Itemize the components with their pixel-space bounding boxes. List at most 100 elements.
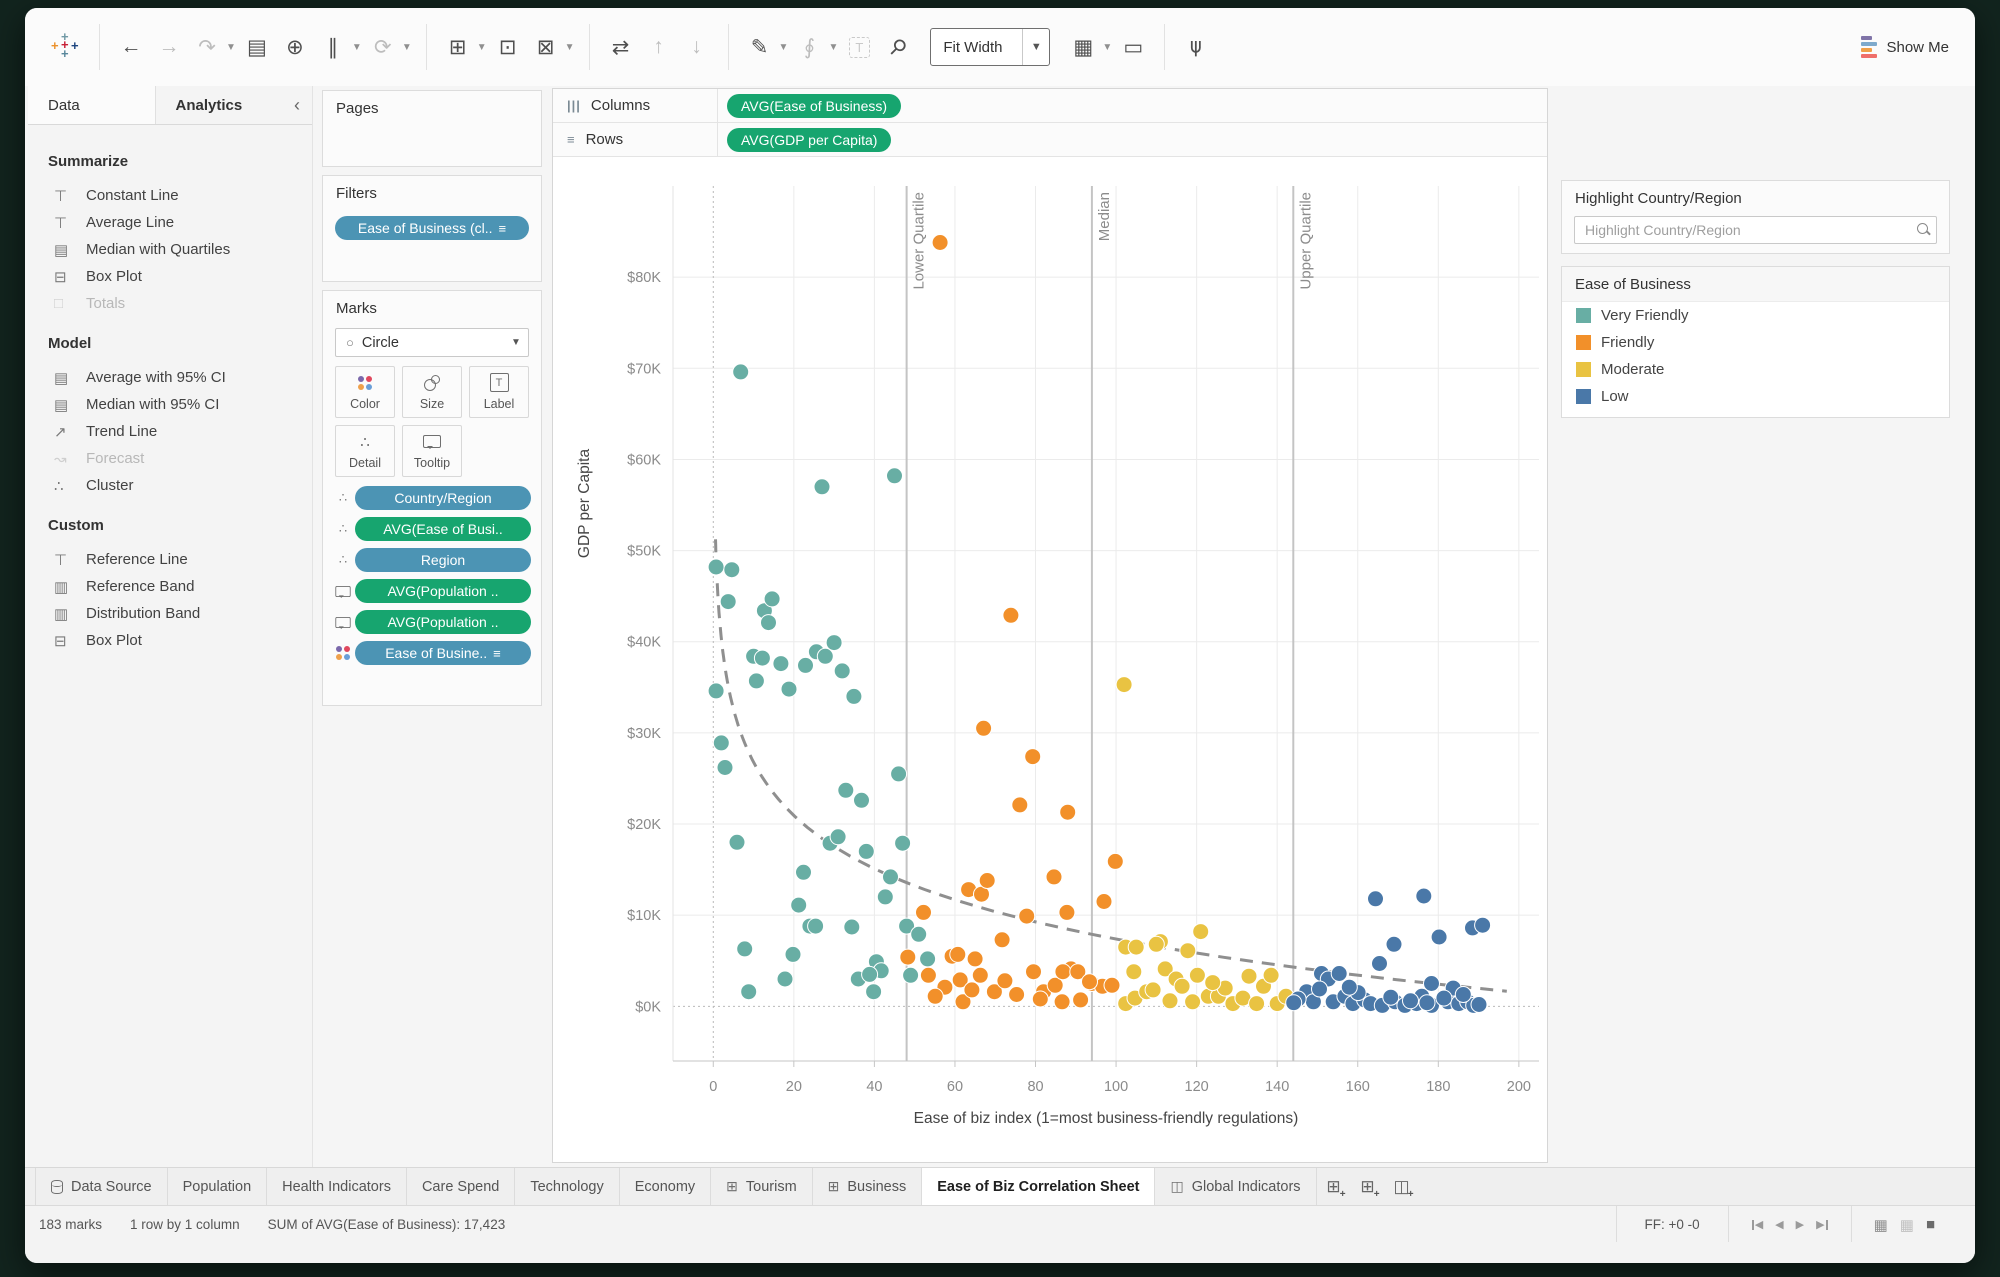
scatter-mark-friendly[interactable] (1018, 907, 1036, 925)
presentation-mode-icon[interactable]: ▭ (1123, 35, 1144, 59)
scatter-mark-very-friendly[interactable] (760, 614, 777, 632)
scatter-mark-friendly[interactable] (951, 971, 969, 989)
scatter-mark-moderate[interactable] (1262, 966, 1280, 984)
clear-sheet-icon[interactable]: ⊠ (536, 35, 555, 59)
fit-selector[interactable]: Fit Width ▼ (930, 28, 1051, 66)
scatter-mark-low[interactable] (1340, 978, 1358, 996)
scatter-mark-friendly[interactable] (966, 950, 984, 968)
sheet-tab-ease-of-biz-correlation-sheet[interactable]: Ease of Biz Correlation Sheet (922, 1168, 1156, 1205)
legend-item-moderate[interactable]: Moderate (1562, 356, 1949, 383)
chevron-down-icon[interactable]: ▼ (351, 41, 362, 53)
new-worksheet-button[interactable]: ⊞ (1317, 1168, 1351, 1205)
sheet-tab-economy[interactable]: Economy (620, 1168, 712, 1205)
scatter-mark-friendly[interactable] (975, 719, 993, 737)
chevron-down-icon[interactable]: ▼ (1102, 41, 1113, 53)
analytics-item-trend-line[interactable]: ↗ Trend Line (28, 418, 312, 445)
scatter-mark-very-friendly[interactable] (740, 983, 758, 1001)
scatter-mark-very-friendly[interactable] (857, 842, 875, 860)
marks-pill-avg-ease-of-busi[interactable]: AVG(Ease of Busi.. (355, 517, 531, 541)
sheet-tab-health-indicators[interactable]: Health Indicators (267, 1168, 407, 1205)
scatter-mark-friendly[interactable] (1054, 963, 1072, 981)
scatter-mark-very-friendly[interactable] (712, 734, 730, 752)
scatter-mark-friendly[interactable] (1053, 993, 1071, 1011)
next-page-icon[interactable]: ▶ (1795, 1219, 1805, 1231)
scatter-mark-low[interactable] (1474, 916, 1492, 934)
marks-pill-region[interactable]: Region (355, 548, 531, 572)
chevron-down-icon[interactable]: ▼ (401, 41, 412, 53)
scatter-mark-friendly[interactable] (926, 987, 944, 1005)
legend-item-very-friendly[interactable]: Very Friendly (1562, 302, 1949, 329)
scatter-mark-moderate[interactable] (1115, 676, 1133, 694)
tab-data[interactable]: Data (28, 86, 156, 124)
marks-pill-avg-population[interactable]: AVG(Population .. (355, 610, 531, 634)
new-dashboard-button[interactable]: ⊞ (1351, 1168, 1385, 1205)
scatter-mark-moderate[interactable] (1125, 963, 1143, 981)
fix-axes-pin-icon[interactable]: ⚲ (883, 33, 911, 61)
solid-view-icon[interactable]: ■ (1925, 1216, 1935, 1233)
scatter-mark-moderate[interactable] (1179, 942, 1197, 960)
scatter-mark-friendly[interactable] (1095, 893, 1113, 910)
scatter-mark-very-friendly[interactable] (707, 682, 725, 700)
size-button[interactable]: Size (402, 366, 462, 418)
tableau-logo[interactable]: + + + + + (51, 30, 81, 62)
scatter-mark-friendly[interactable] (996, 972, 1014, 990)
scatter-mark-very-friendly[interactable] (723, 561, 741, 579)
scatter-mark-very-friendly[interactable] (772, 655, 790, 673)
analytics-item-average-line[interactable]: ⊤ Average Line (28, 209, 312, 236)
chevron-down-icon[interactable]: ▼ (828, 41, 839, 53)
save-icon[interactable]: ▤ (246, 35, 267, 59)
scatter-mark-friendly[interactable] (1008, 986, 1026, 1003)
pause-auto-updates-icon[interactable]: ∥ (327, 35, 339, 59)
scatter-mark-moderate[interactable] (1248, 995, 1266, 1013)
scatter-mark-moderate[interactable] (1240, 967, 1258, 985)
scatter-mark-low[interactable] (1367, 890, 1384, 908)
chevron-down-icon[interactable]: ▼ (226, 41, 236, 53)
legend-item-friendly[interactable]: Friendly (1562, 329, 1949, 356)
mark-type-dropdown[interactable]: ○ Circle ▼ (335, 328, 529, 357)
search-icon[interactable] (1917, 223, 1928, 234)
marks-pill-country-region[interactable]: Country/Region (355, 486, 531, 510)
scatter-mark-low[interactable] (1454, 986, 1472, 1003)
scatter-mark-very-friendly[interactable] (797, 656, 814, 674)
analytics-item-box-plot[interactable]: ⊟ Box Plot (28, 627, 312, 654)
filters-shelf[interactable]: Filters Ease of Business (cl.. ≡ (322, 175, 542, 282)
scatter-mark-moderate[interactable] (1156, 960, 1174, 978)
duplicate-sheet-icon[interactable]: ⊡ (498, 35, 517, 59)
scatter-mark-friendly[interactable] (919, 966, 937, 984)
scatter-mark-very-friendly[interactable] (747, 672, 765, 690)
scatter-mark-low[interactable] (1285, 994, 1303, 1012)
scatter-mark-low[interactable] (1371, 955, 1388, 972)
chevron-down-icon[interactable]: ▼ (511, 337, 521, 348)
chevron-down-icon[interactable]: ▼ (778, 41, 789, 53)
previous-page-icon[interactable]: ◀ (1775, 1219, 1784, 1231)
scatter-mark-moderate[interactable] (1173, 977, 1191, 995)
scatter-mark-friendly[interactable] (954, 993, 972, 1011)
scatter-mark-very-friendly[interactable] (898, 917, 916, 935)
share-workbook-icon[interactable]: ⋔ (1187, 35, 1206, 59)
scatter-mark-very-friendly[interactable] (919, 950, 937, 968)
last-page-icon[interactable]: ▶ (1816, 1218, 1828, 1231)
scatter-mark-very-friendly[interactable] (833, 662, 851, 680)
sheet-tab-data-source[interactable]: Data Source (35, 1168, 168, 1205)
marks-card[interactable]: Marks ○ Circle ▼ Color Size T Label ∴ Detail T… (322, 290, 542, 706)
scatter-mark-friendly[interactable] (1058, 903, 1076, 921)
scatter-mark-very-friendly[interactable] (861, 965, 879, 983)
scatter-mark-very-friendly[interactable] (829, 828, 847, 846)
scatter-mark-low[interactable] (1385, 935, 1403, 953)
scatter-mark-very-friendly[interactable] (845, 687, 863, 705)
scatter-mark-very-friendly[interactable] (853, 791, 870, 809)
analytics-item-distribution-band[interactable]: ▥ Distribution Band (28, 600, 312, 627)
scatter-mark-friendly[interactable] (1069, 963, 1087, 981)
scatter-mark-low[interactable] (1311, 980, 1328, 998)
scatter-mark-moderate[interactable] (1192, 923, 1210, 941)
sheet-tab-tourism[interactable]: ⊞ Tourism (711, 1168, 813, 1205)
filter-pill-ease-of-business-cl[interactable]: Ease of Business (cl.. ≡ (335, 216, 529, 240)
scatter-mark-moderate[interactable] (1127, 938, 1145, 956)
scatter-mark-moderate[interactable] (1204, 974, 1222, 992)
first-page-icon[interactable]: ◀ (1751, 1218, 1763, 1231)
highlight-icon[interactable]: ✎ (750, 35, 769, 59)
scatter-mark-very-friendly[interactable] (890, 765, 908, 783)
scatter-mark-friendly[interactable] (931, 234, 949, 251)
chevron-down-icon[interactable]: ▼ (564, 41, 575, 53)
tab-analytics[interactable]: Analytics (155, 86, 282, 124)
